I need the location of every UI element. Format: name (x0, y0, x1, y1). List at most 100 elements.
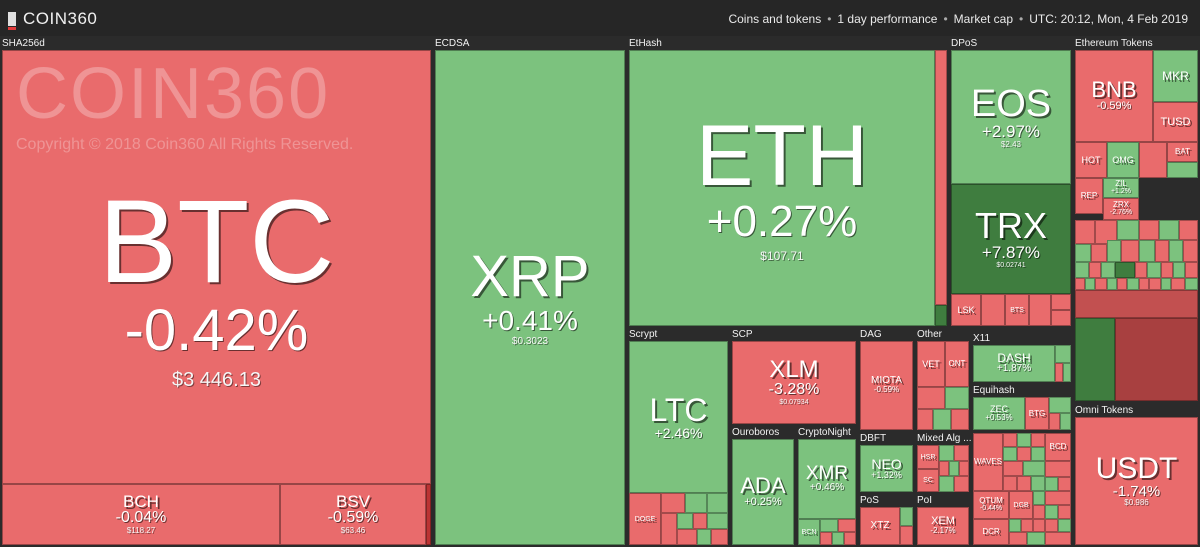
coin-tile-btg[interactable]: BTG (1025, 397, 1049, 430)
group-label: DBFT (860, 433, 887, 444)
coin-symbol: ZRX (1113, 200, 1129, 210)
small-coins-mixed-alg (939, 445, 969, 492)
coin-tile-waves[interactable]: WAVES (973, 433, 1003, 491)
group-label: DAG (860, 329, 882, 340)
coin-tile-xrp[interactable]: XRP +0.41% $0.3023 (435, 50, 625, 545)
group-omni-tokens: Omni Tokens USDT -1.74% $0.986 (1073, 403, 1200, 547)
group-ethereum-tokens: Ethereum Tokens BNB -0.59% MKR TUSD HOT … (1073, 36, 1200, 403)
coin-price: $0.07934 (779, 399, 809, 407)
group-dbft: DBFT NEO +1.32% (858, 431, 915, 493)
coin-tile-hsr[interactable]: HSR (917, 445, 939, 469)
coin-tile-eos[interactable]: EOS +2.97% $2.43 (951, 50, 1071, 184)
coin-tile-zrx[interactable]: ZRX -2.76% (1103, 198, 1139, 220)
coin-tile-qtum[interactable]: QTUM -0.44% (973, 491, 1009, 519)
coin-change: -0.59% (1096, 100, 1132, 113)
group-ecdsa: ECDSA XRP +0.41% $0.3023 (433, 36, 627, 547)
coin-tile-ada[interactable]: ADA +0.25% (732, 439, 794, 545)
coin-symbol: DASH (997, 351, 1031, 366)
coin-tile-xmr[interactable]: XMR +0.46% (798, 439, 856, 519)
coins-filter-dropdown[interactable]: Coins and tokens (728, 12, 822, 26)
coin-change: +0.27% (706, 197, 858, 247)
separator: • (943, 12, 948, 26)
logo-mark-icon (8, 12, 16, 30)
group-label: CryptoNight (798, 427, 851, 438)
coin-symbol: BSV (335, 492, 371, 512)
group-other: Other VET ONT (915, 327, 971, 431)
coin-symbol: HSR (920, 453, 936, 461)
coin-tile-small[interactable] (1029, 294, 1051, 326)
coin-tile-bch[interactable]: BCH -0.04% $118.27 (2, 484, 280, 545)
coin-tile-bcd[interactable]: BCD (1045, 433, 1071, 461)
coin-change: +7.87% (981, 243, 1041, 263)
coin-tile-dgb[interactable]: DGB (1009, 491, 1033, 519)
period-filter-dropdown[interactable]: 1 day performance (837, 12, 938, 26)
coin-tile-zec[interactable]: ZEC +0.53% (973, 397, 1025, 430)
coin-tile-eth[interactable]: ETH +0.27% $107.71 (629, 50, 935, 326)
coin360-logo[interactable]: COIN360 (8, 9, 97, 30)
small-coins-misc-2 (1045, 461, 1071, 545)
coin-tile-miota[interactable]: MIOTA -0.59% (860, 341, 913, 430)
metric-filter-dropdown[interactable]: Market cap (953, 12, 1014, 26)
small-coins-scrypt (661, 493, 728, 545)
coin-tile-mkr[interactable]: MKR (1153, 50, 1198, 102)
coin-tile-tusd[interactable]: TUSD (1153, 102, 1198, 142)
coin-tile-zil[interactable]: ZIL +1.2% (1103, 178, 1139, 198)
coin-tile-small[interactable] (1139, 142, 1167, 178)
coin-symbol: XTZ (870, 520, 890, 531)
coin-symbol: USDT (1095, 451, 1178, 485)
coin-tile-btc[interactable]: BTC -0.42% $3 446.13 (2, 50, 431, 484)
small-coins-pos (900, 507, 913, 545)
small-coins-x11 (1055, 345, 1071, 382)
coin-tile-ont[interactable]: ONT (945, 341, 969, 387)
coin-tile-rep[interactable]: REP (1075, 178, 1103, 214)
coin-tile-small[interactable] (1051, 310, 1071, 326)
small-coins-cryptonight (820, 519, 856, 545)
coin-tile-small[interactable] (1051, 294, 1071, 310)
small-coins-misc-3 (1009, 519, 1045, 545)
coin-tile-xtz[interactable]: XTZ (860, 507, 900, 545)
group-pos: PoS XTZ (858, 493, 915, 547)
coin-price: $118.27 (126, 526, 156, 535)
coin-tile-dcr[interactable]: DCR (973, 519, 1009, 545)
coin-tile-xem[interactable]: XEM -2.17% (917, 507, 969, 545)
small-coins-misc-4 (1033, 491, 1045, 519)
group-label: DPoS (951, 38, 978, 49)
coin-symbol: TUSD (1160, 115, 1191, 128)
coin-price: $0.02741 (996, 262, 1026, 270)
top-bar: COIN360 Coins and tokens • 1 day perform… (0, 0, 1200, 36)
coin-symbol: WAVES (974, 457, 1003, 466)
coin-tile-vet[interactable]: VET (917, 341, 945, 387)
coin-price: $2.43 (1000, 139, 1022, 149)
coin-tile-dash[interactable]: DASH +1.87% (973, 345, 1055, 382)
coin-tile-xlm[interactable]: XLM -3.28% $0.07934 (732, 341, 856, 424)
group-label: Omni Tokens (1075, 405, 1134, 416)
coin-tile-bts[interactable]: BTS (1005, 294, 1029, 326)
coin-tile-bsv[interactable]: BSV -0.59% $63.46 (280, 484, 426, 545)
coin-tile-sc[interactable]: SC (917, 469, 939, 492)
group-scp: SCP XLM -3.28% $0.07934 (730, 327, 858, 425)
coin-change: -1.74% (1112, 482, 1161, 500)
small-coins-other (917, 387, 969, 430)
group-label: PoI (917, 495, 933, 506)
coin-tile-trx[interactable]: TRX +7.87% $0.02741 (951, 184, 1071, 294)
coin-change: -3.28% (768, 381, 820, 399)
coin-symbol: BTS (1010, 306, 1024, 314)
coin-tile-doge[interactable]: DOGE (629, 493, 661, 545)
coin-tile-hot[interactable]: HOT (1075, 142, 1107, 178)
group-ouroboros: Ouroboros ADA +0.25% (730, 425, 796, 547)
coin-tile-lsk[interactable]: LSK (951, 294, 981, 326)
coin-tile-usdt[interactable]: USDT -1.74% $0.986 (1075, 417, 1198, 545)
coin-change: -0.42% (124, 297, 309, 363)
coin-tile-neo[interactable]: NEO +1.32% (860, 445, 913, 492)
coin-tile-small[interactable] (1167, 162, 1198, 178)
group-ethash: EtHash ETH +0.27% $107.71 (627, 36, 949, 327)
coin-tile-bnb[interactable]: BNB -0.59% (1075, 50, 1153, 142)
coin-tile-bcn[interactable]: BCN (798, 519, 820, 545)
group-scrypt: Scrypt LTC +2.46% DOGE (627, 327, 730, 547)
coin-tile-ltc[interactable]: LTC +2.46% (629, 341, 728, 493)
coin-symbol: BTC (98, 175, 335, 308)
coin-symbol: VET (922, 358, 940, 369)
coin-tile-omg[interactable]: OMG (1107, 142, 1139, 178)
coin-tile-bat[interactable]: BAT (1167, 142, 1198, 162)
coin-tile-small[interactable] (981, 294, 1005, 326)
